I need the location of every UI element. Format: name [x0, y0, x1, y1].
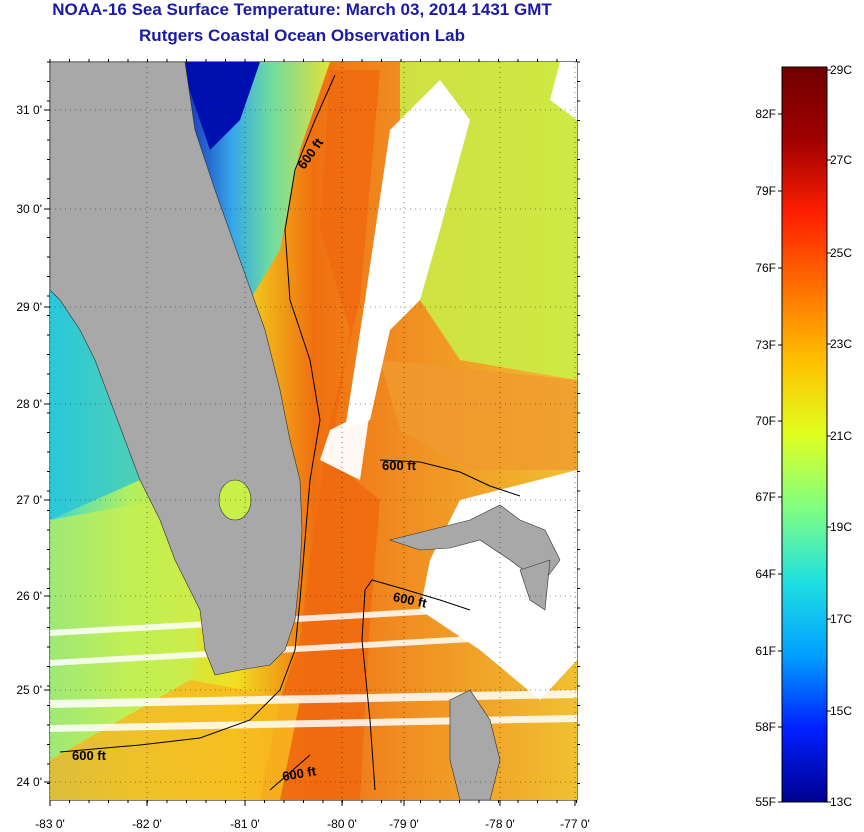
colorbar-celsius-label: 19C	[830, 520, 852, 534]
lon-label: -77 0'	[560, 817, 590, 831]
lat-label: 29 0'	[16, 300, 42, 314]
contour-label: 600 ft	[382, 458, 417, 473]
colorbar-celsius-label: 25C	[830, 246, 852, 260]
lat-label: 30 0'	[16, 202, 42, 216]
contour-label: 600 ft	[281, 763, 318, 784]
lon-label: -78 0'	[485, 817, 515, 831]
bahamas-landmass	[388, 504, 561, 581]
colorbar-celsius-label: 15C	[830, 704, 852, 718]
colorbar-fahrenheit-label: 76F	[755, 261, 776, 275]
lon-label: -79 0'	[389, 817, 419, 831]
lat-label: 31 0'	[16, 103, 42, 117]
colorbar-fahrenheit-label: 73F	[755, 338, 776, 352]
contour-label: 600 ft	[72, 748, 107, 763]
colorbar-celsius-label: 27C	[830, 153, 852, 167]
lat-lon-grid	[49, 62, 577, 800]
andros-landmass	[449, 689, 501, 801]
colorbar-fahrenheit-label: 61F	[755, 644, 776, 658]
land	[49, 61, 561, 801]
lat-label: 26 0'	[16, 589, 42, 603]
lat-label: 27 0'	[16, 493, 42, 507]
isobath-contours	[59, 74, 521, 791]
lat-label: 28 0'	[16, 397, 42, 411]
colorbar-celsius-label: 17C	[830, 612, 852, 626]
lon-label: -82 0'	[132, 817, 162, 831]
lon-label: -81 0'	[230, 817, 260, 831]
lat-label: 24 0'	[16, 775, 42, 789]
colorbar-celsius-label: 23C	[830, 337, 852, 351]
florida-landmass	[49, 61, 303, 676]
colorbar	[781, 66, 828, 803]
contour-label: 600 ft	[392, 589, 429, 611]
colorbar-fahrenheit-label: 58F	[755, 720, 776, 734]
map-subtitle: Rutgers Coastal Ocean Observation Lab	[139, 26, 465, 45]
colorbar-fahrenheit-label: 67F	[755, 490, 776, 504]
colorbar-celsius-label: 29C	[830, 63, 852, 77]
colorbar-celsius-label: 13C	[830, 795, 852, 809]
map-title: NOAA-16 Sea Surface Temperature: March 0…	[52, 0, 552, 19]
colorbar-fahrenheit-label: 64F	[755, 567, 776, 581]
lat-label: 25 0'	[16, 683, 42, 697]
colorbar-fahrenheit-label: 70F	[755, 414, 776, 428]
colorbar-fahrenheit-label: 55F	[755, 795, 776, 809]
lon-label: -83 0'	[35, 817, 65, 831]
colorbar-fahrenheit-label: 79F	[755, 184, 776, 198]
colorbar-celsius-label: 21C	[830, 429, 852, 443]
colorbar-fahrenheit-label: 82F	[755, 107, 776, 121]
ocean-field	[50, 62, 577, 800]
lon-label: -80 0'	[327, 817, 357, 831]
